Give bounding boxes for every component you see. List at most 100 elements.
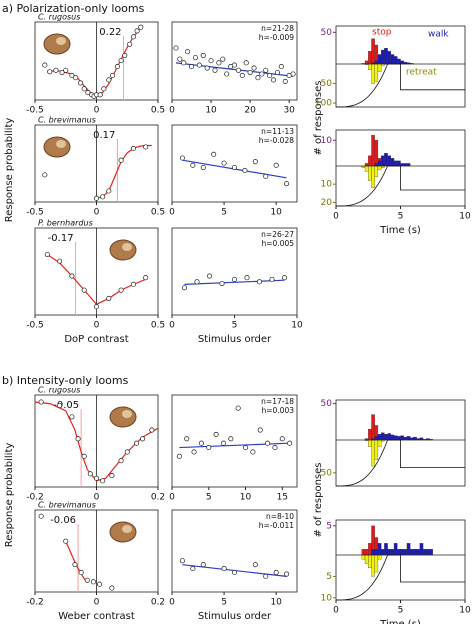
- x-axis-label: Time (s): [379, 619, 421, 624]
- histogram-bar: [397, 58, 401, 65]
- x-tick-label: 5: [206, 493, 212, 503]
- data-point: [279, 436, 285, 442]
- histogram-bar: [368, 155, 372, 167]
- data-point: [211, 151, 217, 157]
- data-point: [284, 571, 290, 577]
- x-tick-label: 0: [169, 208, 175, 218]
- x-tick-label: 10: [459, 212, 471, 222]
- histogram-bar: [390, 434, 395, 441]
- x-tick-label: 0.2: [151, 598, 165, 608]
- data-point: [118, 58, 124, 64]
- data-point: [278, 64, 284, 70]
- histogram-bar: [390, 54, 395, 65]
- histogram-bar: [393, 160, 398, 167]
- data-point: [75, 436, 81, 442]
- data-point: [93, 475, 100, 481]
- histogram-bar: [371, 554, 375, 577]
- histogram-bar: [397, 549, 401, 556]
- histogram-bar: [426, 549, 430, 556]
- data-point: [85, 90, 91, 96]
- data-point: [220, 56, 226, 62]
- crab-icon: [56, 140, 66, 148]
- histogram-bar: [374, 436, 379, 441]
- data-point: [190, 566, 196, 572]
- histogram-bar: [400, 549, 404, 556]
- histogram-bar: [384, 48, 388, 65]
- data-point: [243, 60, 249, 66]
- data-point: [231, 164, 238, 171]
- legend-label: retreat: [406, 68, 437, 78]
- stats-label: h=0.003: [261, 406, 294, 415]
- data-point: [109, 585, 115, 591]
- histogram-bar: [410, 549, 414, 556]
- data-point: [100, 194, 106, 200]
- crab-icon: [56, 37, 66, 45]
- x-tick-label: 0.2: [151, 493, 165, 503]
- y-tick-label: 10: [321, 593, 333, 603]
- data-point: [78, 569, 84, 576]
- x-tick-label: 0.5: [151, 321, 165, 331]
- histogram-bar: [377, 439, 382, 447]
- data-point: [124, 449, 130, 455]
- data-point: [118, 287, 124, 293]
- data-point: [127, 41, 133, 47]
- data-point: [263, 173, 269, 179]
- histogram-bar: [387, 51, 391, 65]
- threshold-label: -0.06: [50, 515, 76, 526]
- data-point: [100, 478, 106, 484]
- data-point: [231, 569, 238, 576]
- histogram-bar: [422, 549, 427, 556]
- histogram-bar: [380, 432, 385, 441]
- crab-icon: [122, 525, 132, 533]
- legend-label: walk: [428, 30, 449, 40]
- crab-icon: [109, 406, 137, 428]
- x-tick-label: -0.5: [26, 321, 44, 331]
- data-point: [208, 58, 214, 64]
- plot-frame: [171, 124, 298, 203]
- data-point: [194, 279, 200, 285]
- stimulus-trace: [335, 165, 465, 207]
- data-point: [221, 160, 227, 166]
- x-tick-label: 0: [169, 493, 175, 503]
- data-point: [87, 471, 93, 477]
- data-point: [263, 67, 269, 73]
- data-point: [263, 573, 269, 579]
- histogram-bar: [429, 549, 433, 556]
- plot-frame: [171, 394, 298, 488]
- data-point: [190, 162, 196, 168]
- data-point: [118, 157, 124, 163]
- y-tick-label: 20: [321, 198, 333, 208]
- histogram-bar: [368, 439, 372, 447]
- histogram-bar: [377, 165, 382, 170]
- data-point: [109, 473, 115, 479]
- fit-line: [96, 144, 152, 199]
- species-label: C. brevimanus: [38, 501, 96, 510]
- data-point: [63, 67, 69, 73]
- data-point: [274, 69, 281, 76]
- histogram-bar: [384, 543, 388, 556]
- histogram-bar: [377, 554, 382, 560]
- data-point: [44, 251, 50, 258]
- legend-label: stop: [372, 28, 392, 38]
- data-point: [200, 52, 206, 58]
- data-point: [221, 566, 227, 572]
- data-point: [181, 60, 187, 66]
- data-point: [204, 65, 210, 71]
- species-label: P. bernhardus: [38, 219, 93, 228]
- histogram-bar: [368, 51, 372, 65]
- data-point: [130, 145, 136, 152]
- data-point: [206, 445, 212, 451]
- histogram-bar: [387, 433, 391, 441]
- data-point: [143, 275, 149, 281]
- data-point: [259, 71, 265, 77]
- x-tick-label: 0: [94, 208, 100, 218]
- species-label: C. rugosus: [38, 13, 80, 22]
- histogram-bar: [371, 439, 375, 467]
- histogram-bar: [403, 436, 408, 441]
- data-point: [93, 304, 100, 310]
- histogram-bar: [380, 155, 385, 167]
- data-point: [239, 72, 245, 79]
- data-point: [149, 427, 155, 433]
- x-tick-label: 5: [221, 208, 227, 218]
- data-point: [114, 64, 120, 70]
